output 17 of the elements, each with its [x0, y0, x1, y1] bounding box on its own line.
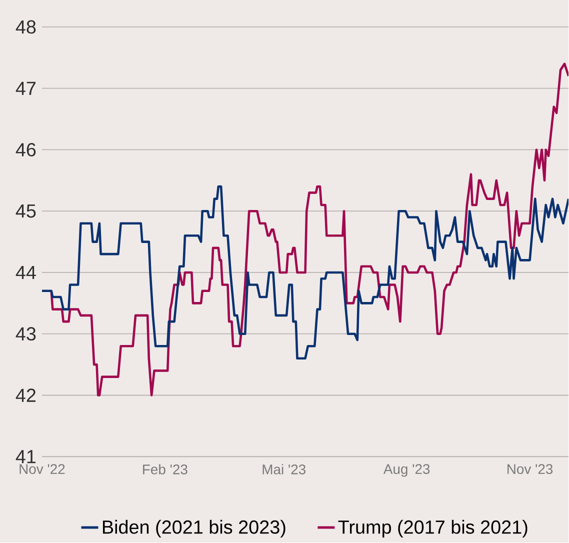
x-tick-label: Nov '23 — [508, 464, 553, 474]
x-tick-label: Aug '23 — [383, 464, 430, 477]
y-tick-label: 47 — [16, 82, 36, 96]
y-tick-label: 41 — [16, 450, 36, 464]
legend-label: Trump (2017 bis 2021) — [338, 520, 528, 538]
y-tick-label: 43 — [16, 327, 36, 341]
line-series — [42, 186, 569, 360]
x-tick-label: Nov '22 — [20, 464, 65, 474]
y-tick-label: 46 — [16, 143, 36, 157]
y-tick-label: 44 — [16, 266, 36, 280]
legend-label: Biden (2021 bis 2023) — [102, 520, 286, 538]
y-tick-label: 45 — [16, 204, 36, 218]
y-tick-label: 48 — [16, 20, 36, 34]
line-series — [50, 62, 569, 397]
x-tick-label: Mai '23 — [262, 464, 306, 475]
y-tick-label: 42 — [16, 388, 36, 402]
x-tick-label: Feb '23 — [143, 464, 188, 475]
